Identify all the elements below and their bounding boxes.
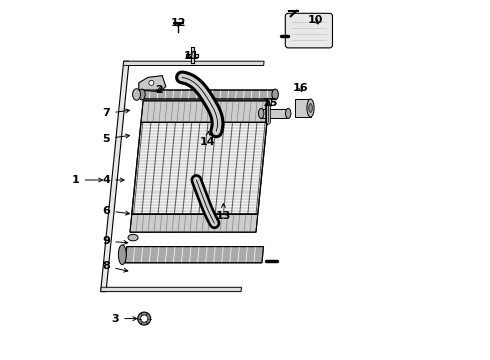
Polygon shape bbox=[261, 109, 288, 118]
Ellipse shape bbox=[272, 89, 278, 100]
Text: 3: 3 bbox=[112, 314, 137, 324]
Text: 14: 14 bbox=[199, 131, 215, 147]
Polygon shape bbox=[123, 61, 264, 66]
Text: 7: 7 bbox=[102, 108, 129, 118]
Circle shape bbox=[141, 315, 148, 322]
FancyBboxPatch shape bbox=[285, 13, 333, 48]
Polygon shape bbox=[141, 101, 269, 122]
Text: 12: 12 bbox=[171, 18, 186, 28]
Polygon shape bbox=[132, 122, 267, 214]
Text: 8: 8 bbox=[102, 261, 128, 272]
Text: 11: 11 bbox=[183, 51, 199, 61]
Ellipse shape bbox=[309, 104, 312, 113]
Polygon shape bbox=[295, 99, 311, 117]
Circle shape bbox=[138, 312, 151, 325]
Ellipse shape bbox=[119, 245, 126, 265]
Polygon shape bbox=[125, 247, 264, 263]
Text: 10: 10 bbox=[308, 15, 323, 25]
Polygon shape bbox=[130, 214, 258, 232]
Text: 15: 15 bbox=[263, 98, 278, 108]
Text: 1: 1 bbox=[72, 175, 102, 185]
Text: 6: 6 bbox=[102, 206, 129, 216]
Text: 4: 4 bbox=[102, 175, 124, 185]
Polygon shape bbox=[139, 76, 166, 92]
Ellipse shape bbox=[128, 234, 138, 241]
Text: 2: 2 bbox=[155, 85, 163, 95]
Ellipse shape bbox=[259, 108, 264, 118]
Text: 13: 13 bbox=[216, 204, 231, 221]
Ellipse shape bbox=[286, 108, 291, 118]
Text: 5: 5 bbox=[102, 134, 129, 144]
Text: 9: 9 bbox=[102, 236, 128, 246]
Polygon shape bbox=[100, 287, 242, 292]
Ellipse shape bbox=[307, 99, 314, 117]
Ellipse shape bbox=[133, 89, 141, 100]
Ellipse shape bbox=[139, 89, 145, 100]
Text: 16: 16 bbox=[293, 83, 309, 93]
Polygon shape bbox=[142, 90, 275, 99]
Circle shape bbox=[149, 80, 154, 85]
Polygon shape bbox=[100, 61, 129, 292]
